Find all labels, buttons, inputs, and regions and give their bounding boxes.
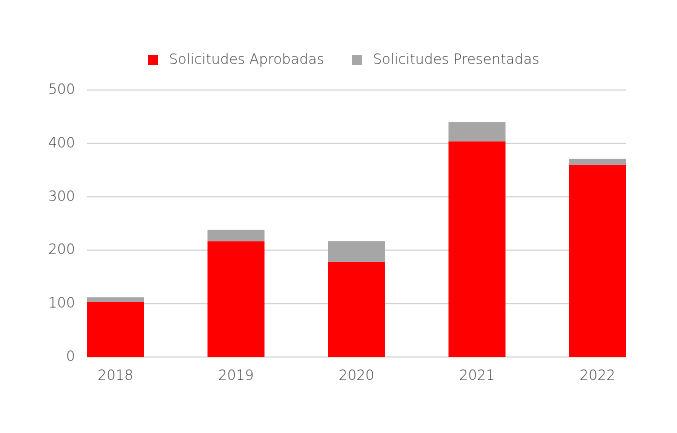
y-tick-label: 200 (48, 242, 75, 258)
bar-segment (448, 122, 506, 142)
legend-swatch (352, 55, 362, 65)
bar-segment (448, 141, 506, 357)
bar-segment (207, 229, 265, 242)
legend-label: Solicitudes Presentadas (373, 52, 539, 68)
bar-segment (569, 158, 626, 165)
x-tick-label: 2019 (218, 368, 254, 384)
y-tick-label: 300 (48, 189, 75, 205)
y-tick-label: 500 (48, 82, 75, 98)
y-tick-label: 100 (48, 296, 75, 312)
bar-segment (328, 261, 385, 357)
legend-swatch (148, 55, 158, 65)
y-tick-label: 0 (66, 349, 75, 365)
y-tick-label: 400 (48, 135, 75, 151)
x-tick-label: 2020 (339, 368, 375, 384)
x-tick-label: 2022 (580, 368, 616, 384)
bar-segment (87, 297, 144, 302)
bar-segment (87, 301, 144, 357)
x-tick-label: 2018 (98, 368, 134, 384)
x-tick-label: 2021 (459, 368, 495, 384)
legend-label: Solicitudes Aprobadas (169, 52, 324, 68)
bar-segment (569, 164, 626, 357)
bar-segment (207, 241, 265, 357)
bar-segment (328, 241, 385, 262)
